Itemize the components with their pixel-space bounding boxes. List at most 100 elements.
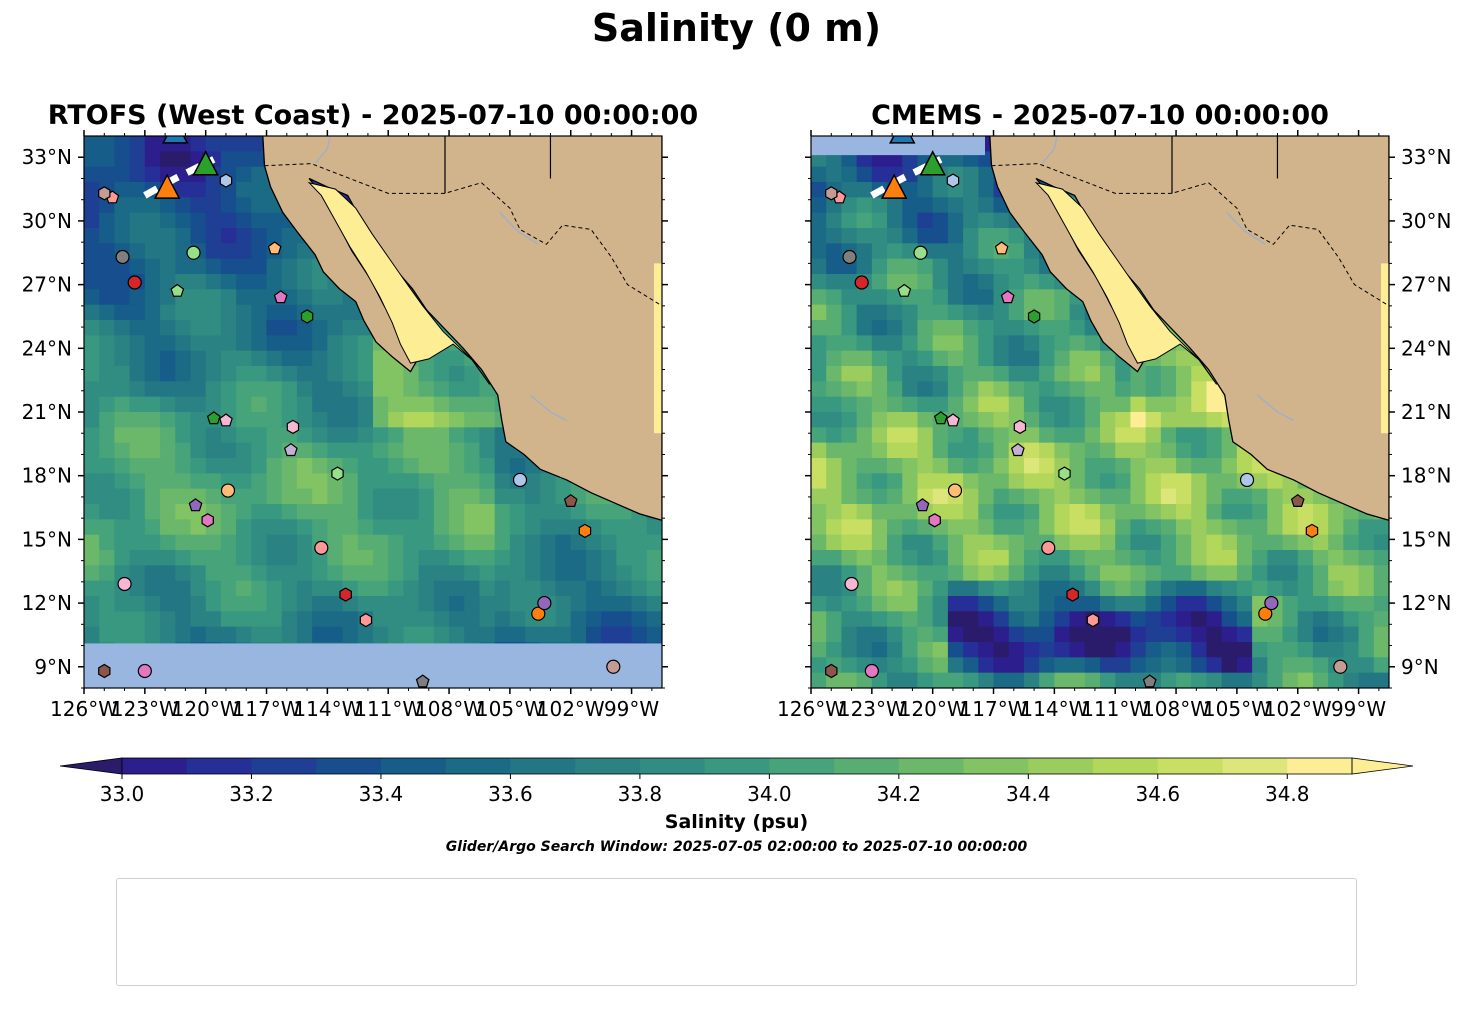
x-tick-label: 105°W [476,697,544,721]
float-marker-5906090 [1333,659,1348,674]
float-marker-4903399 [1086,612,1100,628]
x-tick-label: 120°W [899,697,967,721]
float-marker-4902475 [1027,309,1041,324]
float-marker-3902375 [1258,606,1273,621]
float-marker-4902332 [220,483,236,498]
float-marker-5906294 [946,413,960,427]
colorbar-bin [316,758,382,774]
float-marker-5907056 [415,674,430,688]
x-tick-label: 99°W [604,697,659,721]
float-marker-4903200 [339,587,352,602]
glider-track [870,156,943,199]
x-tick-label: 117°W [960,697,1028,721]
float-marker-4902328 [267,241,282,255]
y-tick-label: 33°N [22,145,72,169]
x-tick-label: 123°W [111,697,179,721]
colorbar-bin [963,758,1029,774]
x-tick-label: 111°W [354,697,422,721]
x-tick-label: 114°W [293,697,361,721]
colorbar-bin [445,758,511,774]
float-marker-4903182 [913,245,928,260]
float-marker-4903181 [933,411,948,425]
glider-marker-sp058-20250625T1709 [919,150,946,176]
float-marker-4903184 [1058,466,1071,481]
colorbar-tick-label: 34.4 [1006,782,1051,806]
float-marker-5906405 [137,663,152,679]
float-marker-7901100 [842,249,857,265]
y-tick-label: 9°N [34,655,72,679]
colorbar-bin [769,758,835,774]
colorbar-tick-label: 34.6 [1136,782,1181,806]
float-marker-4902328 [994,241,1009,255]
float-marker-4903195 [127,275,142,290]
y-tick-label: 15°N [1401,527,1451,551]
x-tick-label: 123°W [838,697,906,721]
y-tick-label: 21°N [1401,400,1451,424]
x-tick-label: 126°W [777,697,845,721]
colorbar-bin [251,758,317,774]
y-tick-label: 30°N [22,209,72,233]
x-tick-label: 120°W [172,697,240,721]
colorbar-bin [834,758,900,774]
float-marker-4903327 [314,540,329,555]
x-tick-label: 102°W [1264,697,1332,721]
float-marker-4903181 [206,411,221,425]
float-marker-5906183 [98,186,111,201]
float-marker-4903185 [170,283,185,297]
colorbar-tick-label: 33.6 [488,782,533,806]
float-marker-4903516 [537,595,552,611]
float-marker-5906022 [825,663,838,679]
float-marker-5906449 [201,513,214,528]
x-tick-label: 102°W [537,697,605,721]
float-marker-5905300 [283,442,298,457]
colorbar-bin [1028,758,1094,774]
float-marker-4903184 [331,466,344,481]
colorbar-bin [1157,758,1224,774]
colorbar-tick-label: 33.0 [100,782,145,806]
y-tick-label: 30°N [1401,209,1451,233]
y-tick-label: 24°N [22,336,72,360]
glider-track [143,156,216,199]
float-marker-2903857 [512,472,528,488]
float-marker-5906405 [864,663,879,679]
float-marker-2903857 [1239,472,1255,488]
rtofs-panel-title: RTOFS (West Coast) - 2025-07-10 00:00:00 [47,100,699,131]
colorbar-bin [1222,758,1288,774]
float-marker-5906798 [273,290,288,304]
float-marker-5906022 [98,663,111,679]
float-marker-4903200 [1066,587,1079,602]
y-tick-label: 9°N [1401,655,1439,679]
float-marker-5907053 [1013,419,1027,435]
float-marker-5906857 [117,576,132,592]
x-tick-label: 117°W [233,697,301,721]
float-marker-2903886 [219,173,233,188]
colorbar-bin [704,758,770,774]
x-tick-label: 114°W [1020,697,1088,721]
y-tick-label: 12°N [1401,591,1451,615]
float-marker-4903401 [915,498,930,512]
glider-marker-sp040-20250611T1659 [153,173,181,199]
glider-marker-sp011-20250603T1557 [162,136,189,144]
float-marker-4902332 [947,483,963,498]
rtofs-map-panel: 126°W123°W120°W117°W114°W111°W108°W105°W… [22,130,668,721]
float-marker-5906798 [1000,290,1015,304]
float-marker-5906294 [219,413,233,427]
float-marker-5906857 [844,576,859,592]
colorbar-tick-label: 33.4 [359,782,404,806]
y-tick-label: 18°N [22,464,72,488]
colorbar-bin [898,758,965,774]
float-marker-4903185 [897,283,912,297]
figure-title: Salinity (0 m) [591,6,882,50]
float-marker-4903399 [359,612,373,628]
cmems-map-panel: 126°W123°W120°W117°W114°W111°W108°W105°W… [777,130,1451,721]
colorbar-bin [1093,758,1159,774]
y-tick-label: 24°N [1401,336,1451,360]
x-tick-label: 108°W [1142,697,1210,721]
x-tick-label: 99°W [1331,697,1386,721]
x-tick-label: 108°W [415,697,483,721]
y-tick-label: 21°N [22,400,72,424]
y-tick-label: 15°N [22,527,72,551]
colorbar-extend-high [1351,757,1414,775]
colorbar-extend-low [59,757,123,775]
